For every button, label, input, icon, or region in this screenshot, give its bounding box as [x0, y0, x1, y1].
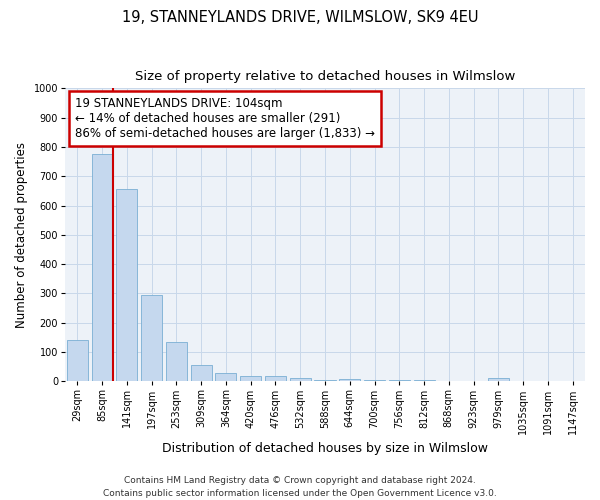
Bar	[364, 380, 385, 382]
Bar	[191, 365, 212, 382]
Bar	[92, 154, 113, 382]
Bar	[413, 380, 434, 382]
Bar	[215, 372, 236, 382]
Y-axis label: Number of detached properties: Number of detached properties	[15, 142, 28, 328]
Text: 19, STANNEYLANDS DRIVE, WILMSLOW, SK9 4EU: 19, STANNEYLANDS DRIVE, WILMSLOW, SK9 4E…	[122, 10, 478, 25]
Bar	[116, 190, 137, 382]
Bar	[240, 376, 261, 382]
Bar	[290, 378, 311, 382]
Bar	[166, 342, 187, 382]
X-axis label: Distribution of detached houses by size in Wilmslow: Distribution of detached houses by size …	[162, 442, 488, 455]
Bar	[339, 379, 360, 382]
Title: Size of property relative to detached houses in Wilmslow: Size of property relative to detached ho…	[135, 70, 515, 83]
Text: Contains HM Land Registry data © Crown copyright and database right 2024.
Contai: Contains HM Land Registry data © Crown c…	[103, 476, 497, 498]
Bar	[141, 295, 162, 382]
Bar	[488, 378, 509, 382]
Bar	[67, 340, 88, 382]
Bar	[265, 376, 286, 382]
Text: 19 STANNEYLANDS DRIVE: 104sqm
← 14% of detached houses are smaller (291)
86% of : 19 STANNEYLANDS DRIVE: 104sqm ← 14% of d…	[76, 97, 376, 140]
Bar	[389, 380, 410, 382]
Bar	[314, 380, 335, 382]
